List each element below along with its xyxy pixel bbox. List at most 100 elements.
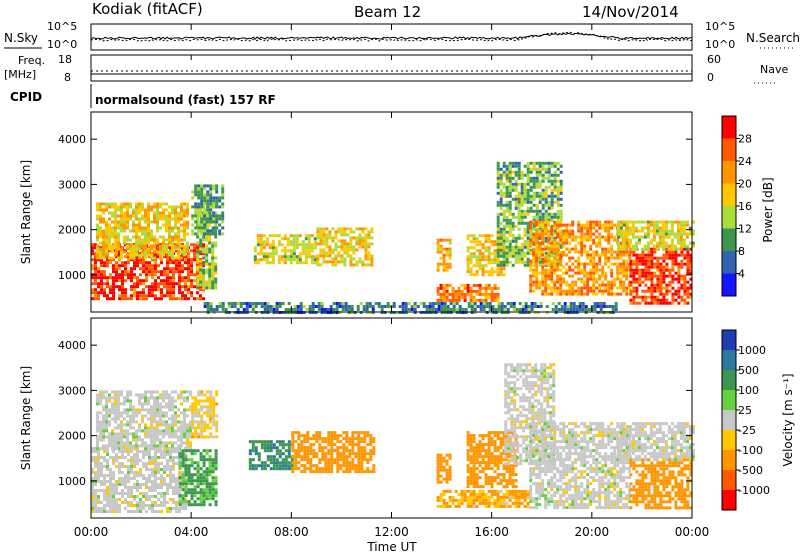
cell-power <box>655 241 659 245</box>
cell-velocity <box>117 444 120 448</box>
cell-velocity <box>100 462 103 465</box>
cell-power <box>517 197 521 201</box>
cell-power <box>638 280 642 284</box>
cell-velocity <box>121 465 124 468</box>
cell-power <box>535 203 539 207</box>
cell-velocity <box>169 510 172 513</box>
cell-power <box>259 258 263 262</box>
cell-power <box>103 276 106 280</box>
cell-power <box>529 238 533 242</box>
cell-velocity <box>177 420 180 424</box>
cell-power <box>610 262 614 266</box>
cell-power <box>488 308 492 311</box>
cell-power <box>109 297 112 301</box>
cell-power <box>556 289 560 293</box>
cell-velocity <box>178 503 182 507</box>
cell-velocity <box>100 474 103 477</box>
cell-power <box>442 265 446 269</box>
cell-power <box>304 249 308 253</box>
cell-power <box>283 252 287 256</box>
cell-power <box>544 259 548 263</box>
cell-power <box>646 226 650 230</box>
cell-velocity <box>181 461 185 465</box>
cell-power <box>625 226 629 230</box>
cell-power <box>677 274 681 278</box>
cell-power <box>466 246 470 250</box>
cell-velocity <box>118 462 121 465</box>
cell-power <box>503 308 507 311</box>
cell-velocity <box>124 477 127 480</box>
cell-power <box>132 253 135 257</box>
cell-power <box>686 253 690 257</box>
cell-power <box>664 226 668 230</box>
cell-power <box>307 234 311 238</box>
cell-velocity <box>190 497 194 501</box>
cell-power <box>187 288 190 292</box>
cell-power <box>532 191 536 195</box>
cell-power <box>562 244 566 248</box>
cell-velocity <box>193 485 197 489</box>
cell-velocity <box>97 498 100 501</box>
cell-power <box>565 235 569 239</box>
cell-velocity <box>127 453 130 456</box>
cell-power <box>156 205 159 209</box>
cell-velocity <box>100 489 103 492</box>
cell-power <box>679 226 683 230</box>
cell-power <box>683 256 687 260</box>
cell-power <box>94 279 97 283</box>
cell-velocity <box>106 459 109 462</box>
cell-power <box>547 229 551 233</box>
cell-power <box>187 255 190 259</box>
cell-power <box>265 243 269 247</box>
cell-power <box>586 232 590 236</box>
cell-power <box>256 258 260 262</box>
cell-power <box>478 258 482 262</box>
cell-power <box>147 202 150 206</box>
cell-power <box>203 217 207 221</box>
cell-power <box>147 238 150 242</box>
cell-power <box>141 202 144 206</box>
cell-power <box>470 308 474 311</box>
cell-power <box>159 217 162 221</box>
cell-velocity <box>189 390 192 394</box>
cell-power <box>206 190 210 194</box>
cell-power <box>445 238 449 242</box>
cell-power <box>511 233 515 237</box>
cell-power <box>183 226 186 230</box>
cell-power <box>514 236 518 240</box>
cell-velocity <box>94 450 97 453</box>
cell-power <box>592 220 596 224</box>
cell-power <box>550 289 554 293</box>
cell-power <box>589 247 593 251</box>
cell-power <box>517 161 521 165</box>
cell-power <box>178 264 181 268</box>
cell-power <box>467 302 471 305</box>
cell-power <box>135 229 138 233</box>
cell-power <box>650 247 654 251</box>
cell-velocity <box>156 429 159 433</box>
cell-power <box>100 258 103 262</box>
cell-velocity <box>147 417 150 421</box>
cell-power <box>496 212 500 216</box>
cell-power <box>541 280 545 284</box>
cell-power <box>544 289 548 293</box>
cell-velocity <box>160 468 163 471</box>
cell-power <box>154 252 157 256</box>
cell-power <box>364 263 368 267</box>
cell-power <box>529 265 533 269</box>
cell-velocity <box>175 450 178 453</box>
cell-power <box>625 244 629 248</box>
cell-velocity <box>193 452 197 456</box>
cell-velocity <box>126 420 129 424</box>
cell-power <box>277 240 281 244</box>
cell-power <box>487 255 491 259</box>
cell-power <box>553 161 557 165</box>
cell-velocity <box>199 491 203 495</box>
cell-power <box>221 232 225 236</box>
cell-power <box>218 302 222 305</box>
cell-power <box>553 256 557 260</box>
cell-power <box>601 247 605 251</box>
cell-power <box>670 247 674 251</box>
cell-velocity <box>153 396 156 400</box>
